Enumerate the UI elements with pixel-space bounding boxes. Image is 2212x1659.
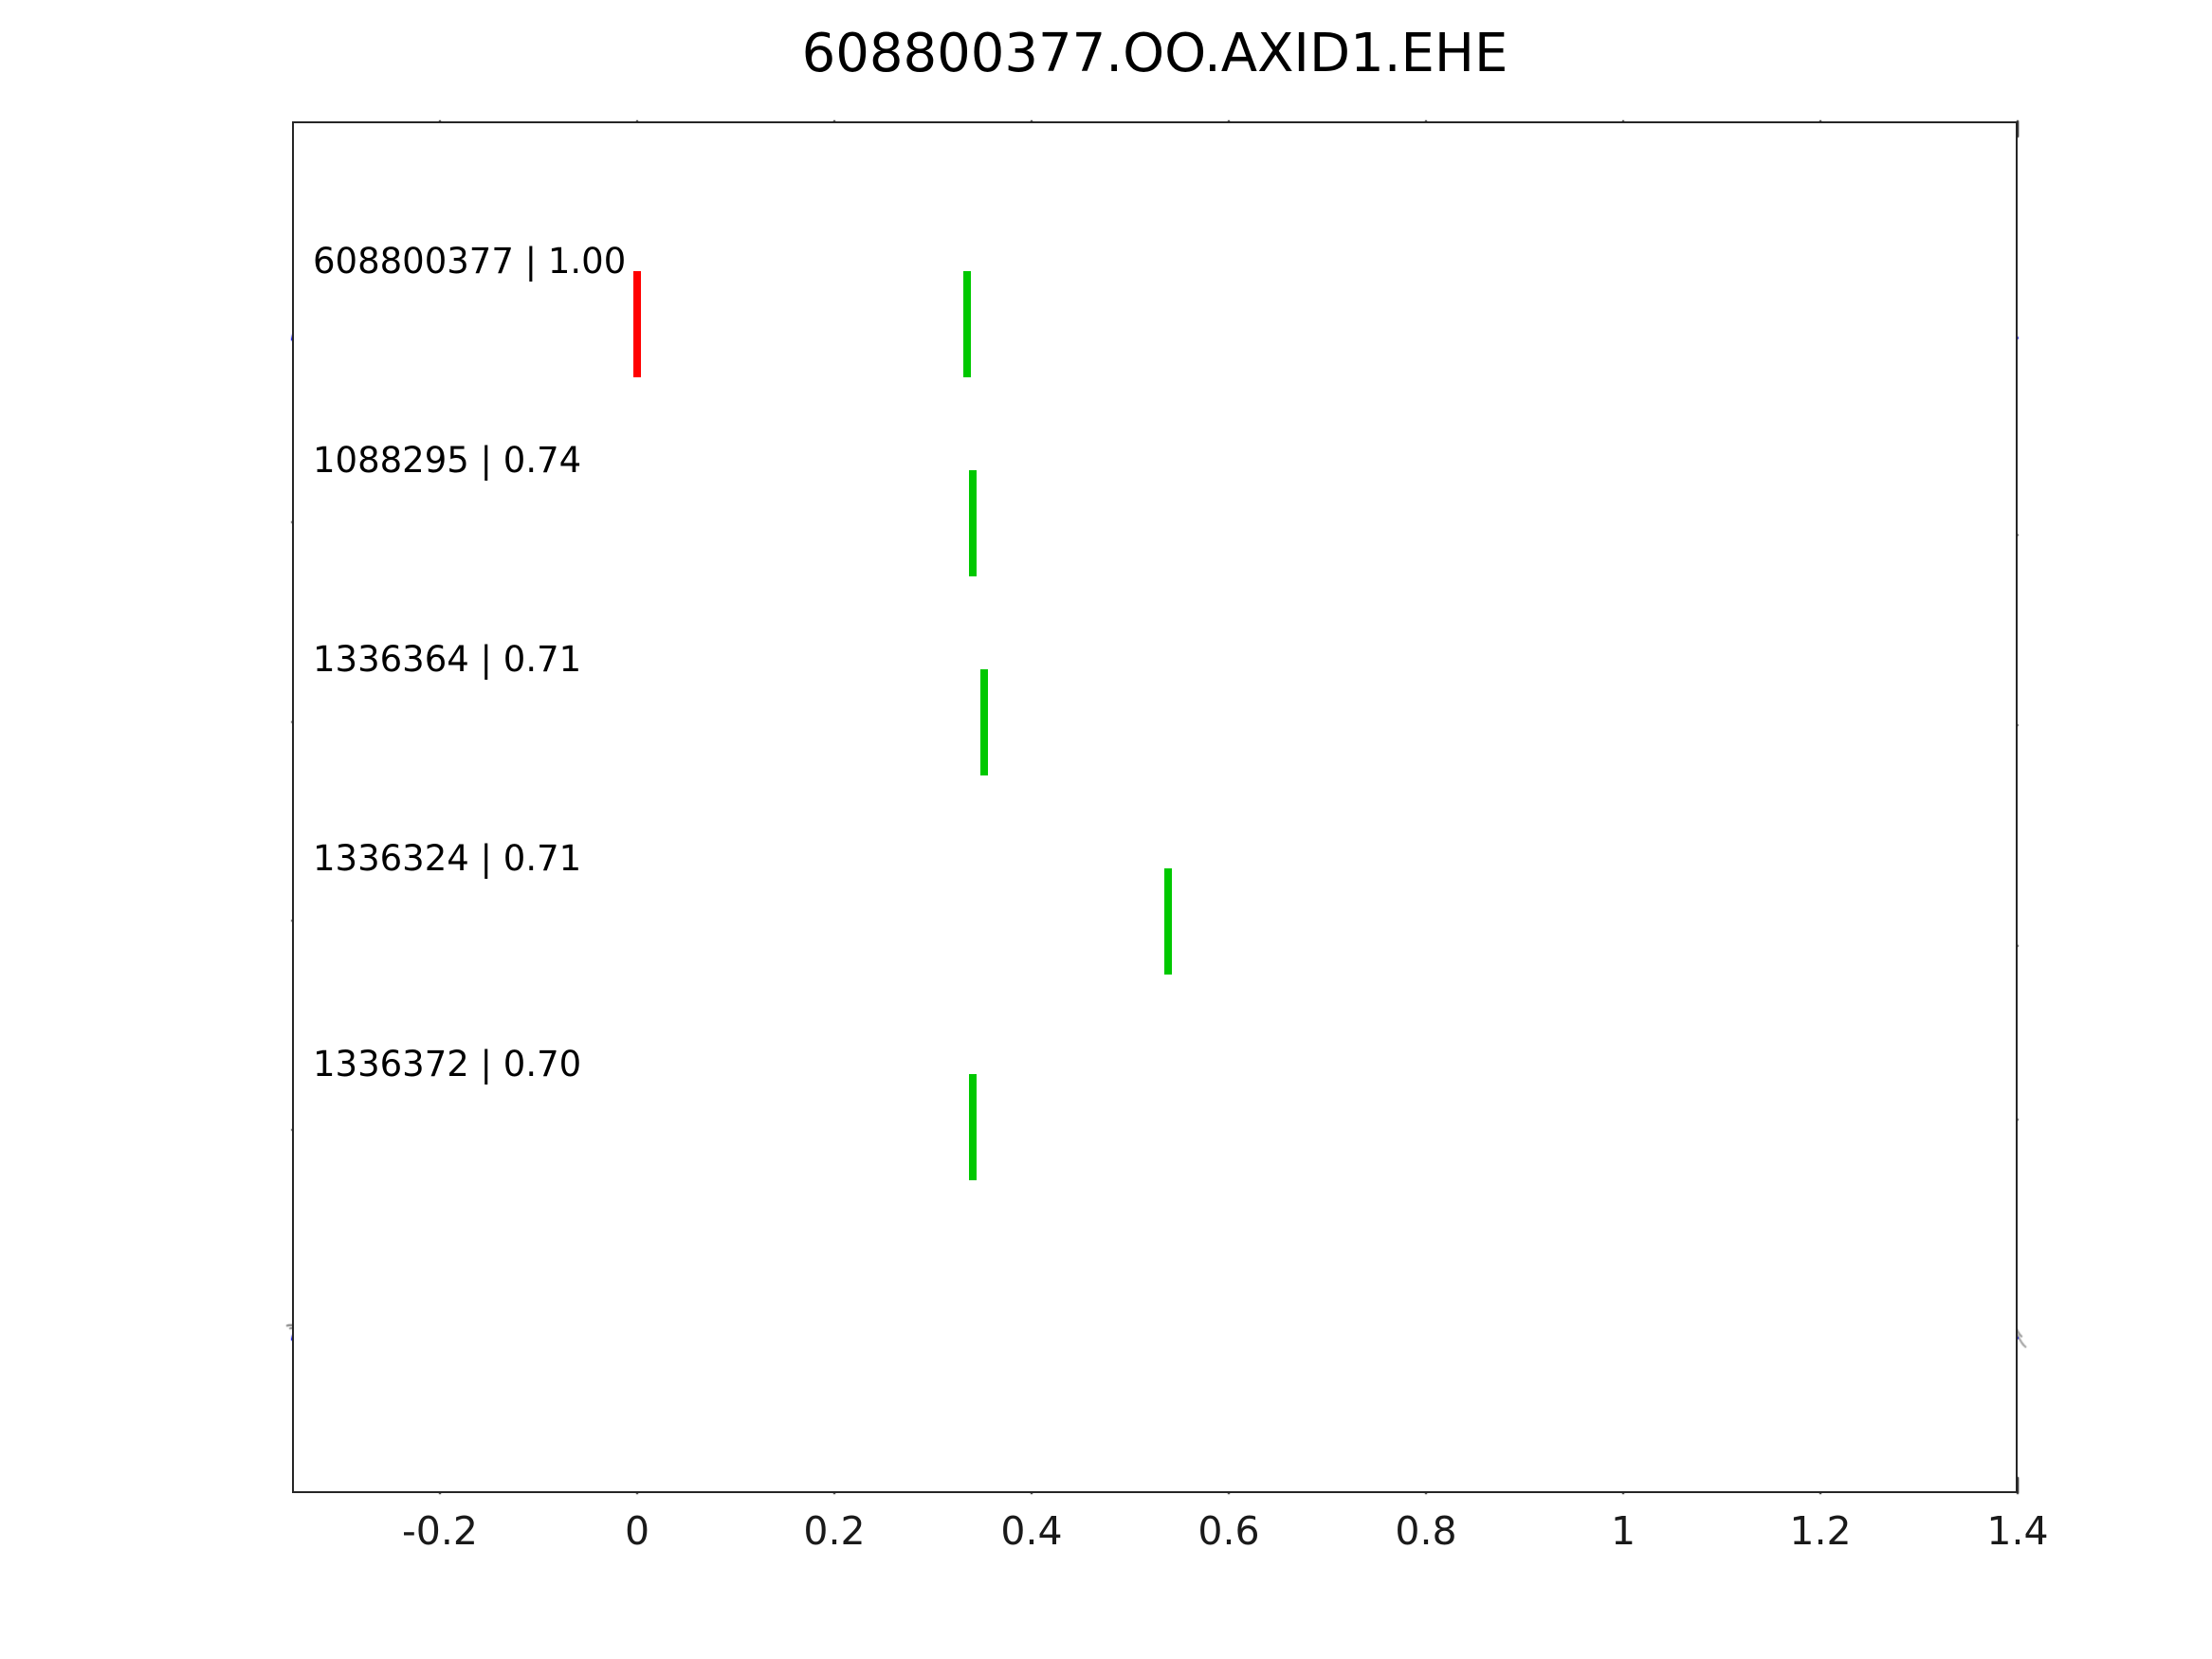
- x-tick-label: -0.2: [402, 1508, 478, 1554]
- pick-marker-green: [968, 1073, 977, 1180]
- pick-marker-green: [963, 271, 972, 378]
- trace-label: 608800377 | 1.00: [313, 241, 627, 283]
- x-tick-label: 1: [1610, 1508, 1636, 1554]
- x-tick-label: 0: [624, 1508, 650, 1554]
- trace-label: 1336324 | 0.71: [313, 837, 582, 879]
- pick-marker-green: [980, 668, 989, 775]
- x-tick-label: 1.4: [1986, 1508, 2049, 1554]
- x-tick-label: 0.4: [1000, 1508, 1063, 1554]
- trace-label: 1336364 | 0.71: [313, 638, 582, 680]
- pick-marker-green: [968, 469, 977, 576]
- x-tick-label: 0.2: [803, 1508, 866, 1554]
- trace-label: 1336372 | 0.70: [313, 1043, 582, 1085]
- plot-area: [292, 121, 2018, 1493]
- x-tick-label: 1.2: [1789, 1508, 1852, 1554]
- x-tick-label: 0.8: [1395, 1508, 1457, 1554]
- pick-marker-green: [1163, 867, 1172, 975]
- pick-marker-red: [633, 271, 641, 378]
- x-tick-label: 0.6: [1197, 1508, 1260, 1554]
- trace-label: 1088295 | 0.74: [313, 439, 582, 481]
